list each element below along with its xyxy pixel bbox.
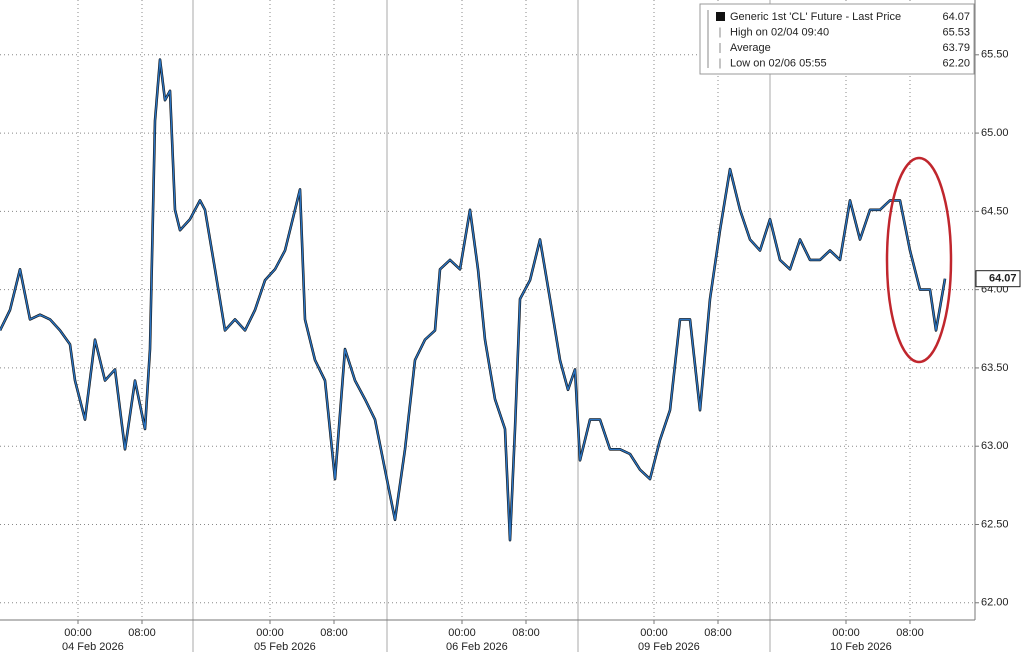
legend-value: 63.79 xyxy=(942,42,970,54)
highlight-ellipse xyxy=(885,156,953,364)
legend: Generic 1st 'CL' Future - Last Price 64.0… xyxy=(707,10,970,69)
x-tick-label: 00:00 xyxy=(256,627,284,639)
y-tick-label: 63.00 xyxy=(981,440,1009,452)
y-tick-label: 62.00 xyxy=(981,597,1009,609)
legend-swatch xyxy=(716,12,725,21)
last-price-label: 64.07 xyxy=(989,273,1017,285)
x-tick-label: 08:00 xyxy=(896,627,924,639)
y-tick-label: 63.50 xyxy=(981,362,1009,374)
x-tick-label: 00:00 xyxy=(64,627,92,639)
price-line xyxy=(0,58,946,541)
date-label: 06 Feb 2026 xyxy=(446,641,508,652)
y-tick-label: 65.00 xyxy=(981,127,1009,139)
x-tick-label: 00:00 xyxy=(448,627,476,639)
y-tick-label: 62.50 xyxy=(981,518,1009,530)
x-tick-label: 00:00 xyxy=(640,627,668,639)
legend-value: 65.53 xyxy=(942,26,970,38)
legend-box xyxy=(699,3,975,75)
x-tick-label: 00:00 xyxy=(832,627,860,639)
plot xyxy=(0,58,947,542)
last-price-tag xyxy=(975,270,1021,288)
x-tick-label: 08:00 xyxy=(320,627,348,639)
axes: 62.0062.5063.0063.5064.0064.5065.0065.50… xyxy=(62,49,1021,652)
legend-label: Low on 02/06 05:55 xyxy=(730,57,827,69)
legend-label: High on 02/04 09:40 xyxy=(730,26,829,38)
legend-label: Generic 1st 'CL' Future - Last Price xyxy=(730,11,901,23)
x-tick-label: 08:00 xyxy=(512,627,540,639)
x-tick-label: 08:00 xyxy=(704,627,732,639)
legend-value: 64.07 xyxy=(942,11,970,23)
legend-label: Average xyxy=(730,42,771,54)
date-label: 10 Feb 2026 xyxy=(830,641,892,652)
date-label: 04 Feb 2026 xyxy=(62,641,124,652)
date-label: 09 Feb 2026 xyxy=(638,641,700,652)
x-tick-label: 08:00 xyxy=(128,627,156,639)
y-tick-label: 64.50 xyxy=(981,205,1009,217)
y-tick-label: 65.50 xyxy=(981,49,1009,61)
date-label: 05 Feb 2026 xyxy=(254,641,316,652)
legend-value: 62.20 xyxy=(942,57,970,69)
